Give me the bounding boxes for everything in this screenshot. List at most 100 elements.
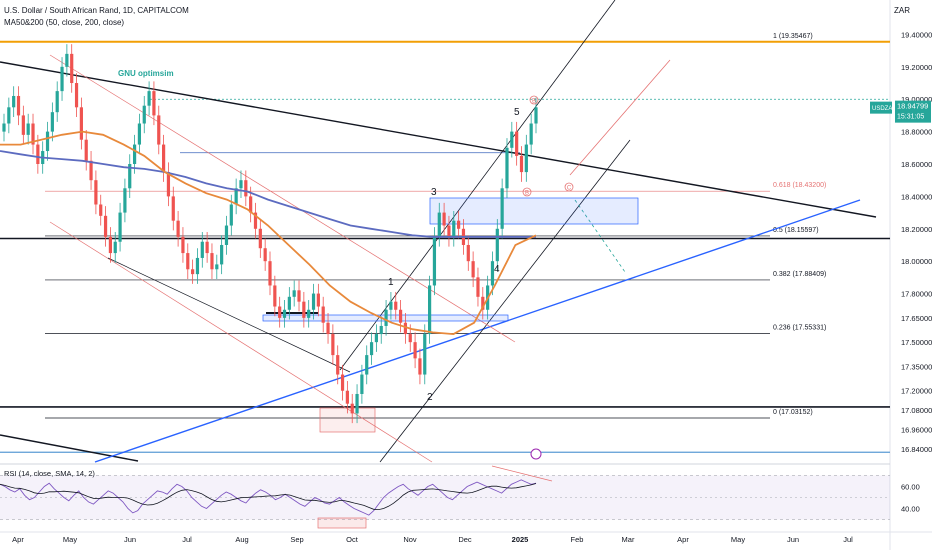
candle-body: [84, 139, 88, 161]
price-tag-bg: [895, 100, 931, 123]
candle-body: [476, 277, 480, 297]
price-tick-label: 17.80000: [901, 290, 932, 299]
candle-body: [94, 180, 98, 205]
candle-body: [437, 212, 441, 237]
candle-body: [423, 334, 427, 375]
annotation-label: GNU optimsim: [118, 69, 174, 78]
candle-body: [118, 212, 122, 242]
candle-body: [345, 390, 349, 404]
candle-body: [457, 220, 461, 229]
candle-body: [500, 188, 504, 229]
wave-circle-label: B: [532, 99, 536, 105]
candle-body: [253, 212, 258, 229]
price-tag-countdown: 15:31:05: [897, 114, 924, 121]
time-tick-label: May: [731, 535, 745, 544]
candle-body: [408, 334, 412, 343]
rsi-tick-label: 40.00: [901, 505, 920, 514]
candle-body: [452, 220, 456, 237]
candle-body: [137, 123, 142, 145]
candle-body: [171, 196, 175, 221]
candle-body: [432, 236, 437, 286]
rsi-label: RSI (14, close, SMA, 14, 2): [4, 469, 95, 478]
candle-body: [447, 225, 451, 237]
candle-body: [36, 144, 40, 164]
candle-body: [321, 306, 325, 323]
rsi-line: [0, 479, 537, 516]
price-tick-label: 17.35000: [901, 362, 932, 371]
ma200-line: [0, 150, 536, 238]
candle-body: [220, 244, 224, 265]
time-tick-label: Jul: [843, 535, 853, 544]
fib-level-label: 0 (17.03152): [773, 409, 813, 416]
candle-body: [249, 196, 253, 213]
candle-body: [297, 290, 301, 302]
candle-body: [481, 296, 485, 310]
time-tick-label: Dec: [458, 535, 472, 544]
candle-body: [132, 144, 137, 164]
candle-body: [282, 309, 287, 318]
candle-body: [355, 393, 359, 414]
wave-label: 1: [388, 277, 394, 288]
candle-body: [181, 236, 185, 254]
currency-label[interactable]: ZAR: [894, 6, 910, 15]
fib-level-label: 1 (19.35467): [773, 33, 813, 40]
projection-arrow: [569, 59, 671, 176]
candle-body: [350, 403, 354, 414]
rsi-sma-line: [0, 483, 537, 511]
wave-label: 4: [494, 264, 500, 275]
time-tick-label: Apr: [677, 535, 689, 544]
candle-body: [360, 374, 364, 394]
ascending-trendline: [94, 199, 861, 463]
wave-circle-label: C: [567, 186, 572, 192]
supply-zone-box: [429, 197, 639, 225]
rsi-divergence-line: [491, 465, 553, 482]
price-tick-label: 16.96000: [901, 426, 932, 435]
time-tick-label: Feb: [571, 535, 584, 544]
candle-body: [379, 325, 383, 335]
candle-body: [195, 257, 200, 275]
candle-body: [389, 301, 393, 310]
price-tick-label: 17.50000: [901, 338, 932, 347]
candle-body: [505, 147, 509, 189]
price-tick-label: 16.84000: [901, 445, 932, 454]
candle-body: [89, 160, 93, 181]
candle-body: [510, 131, 514, 148]
time-tick-label: Jul: [182, 535, 192, 544]
fib-level-label: 0.382 (17.88409): [773, 271, 826, 278]
candle-body: [239, 180, 243, 189]
time-tick-label: Nov: [403, 535, 417, 544]
candle-body: [186, 253, 190, 270]
candle-body: [205, 241, 209, 254]
candle-body: [490, 261, 495, 286]
candle-body: [74, 83, 79, 108]
price-tick-label: 18.60000: [901, 160, 932, 169]
wave-circle: [564, 182, 574, 192]
price-tag-symbol-bg: [870, 101, 892, 114]
candle-body: [495, 228, 499, 262]
candle-body: [55, 91, 59, 113]
projection-dashed: [574, 199, 626, 273]
candle-body: [65, 53, 69, 67]
candle-body: [215, 264, 219, 270]
candle-body: [307, 309, 311, 318]
descending-trendline: [0, 61, 877, 218]
time-tick-label: Apr: [12, 535, 24, 544]
candle-body: [45, 131, 50, 152]
candle-body: [515, 131, 519, 156]
candle-body: [398, 309, 403, 323]
candle-body: [331, 334, 335, 356]
candle-body: [519, 155, 524, 173]
red-channel-upper: [49, 54, 516, 343]
wave-circle: [529, 95, 539, 105]
price-tag-symbol: USDZAR: [872, 106, 897, 112]
candle-body: [7, 107, 11, 124]
time-tick-label: Mar: [622, 535, 635, 544]
time-tick-label: May: [63, 535, 77, 544]
channel-lower: [379, 139, 631, 463]
candle-body: [162, 144, 166, 173]
ma-indicator-label: MA50&200 (50, close, 200, close): [4, 18, 125, 27]
candle-body: [50, 112, 54, 132]
candle-body: [70, 53, 74, 84]
candle-body: [224, 225, 229, 245]
